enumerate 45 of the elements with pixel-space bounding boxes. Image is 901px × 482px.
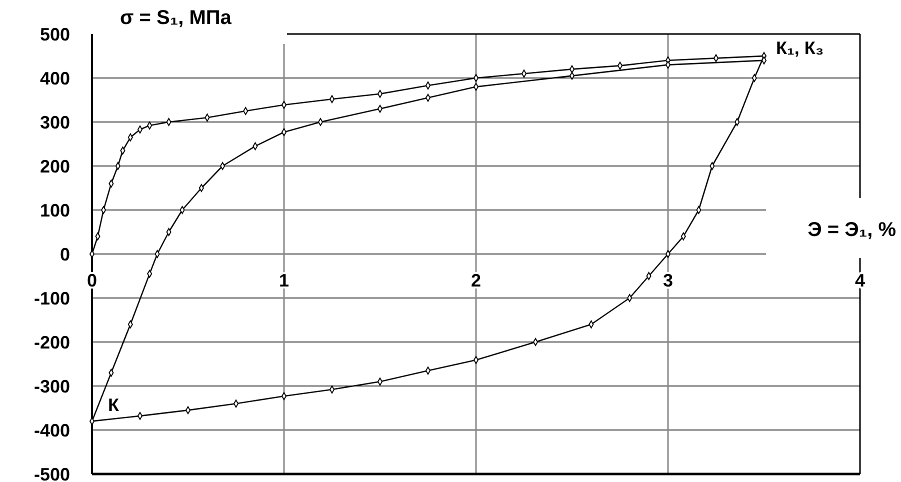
point [473,356,479,364]
x-tick-label: 1 [278,270,290,290]
y-tick-label: -500 [34,464,70,482]
point [137,412,143,420]
y-tick-label: 300 [40,112,70,132]
point [473,82,479,91]
x-tick-label: 3 [662,270,674,290]
point [761,56,767,64]
point [521,70,527,78]
y-tick-label: -100 [34,288,70,308]
point [281,128,287,136]
y-tick-label: 200 [40,156,70,176]
annotation: К₁, К₃ [776,38,824,58]
x-tick-label: 2 [470,270,482,290]
point [281,100,287,109]
point [425,94,431,102]
x-axis-title: Э = Э₁, % [808,219,896,241]
point [473,74,479,82]
y-tick-label: 400 [40,68,70,88]
point [233,400,239,408]
point [329,386,335,394]
y-tick-label: -300 [34,376,70,396]
point [665,60,671,69]
point [137,126,143,134]
point [713,54,719,62]
point [377,378,383,386]
point [377,90,383,98]
annotation: К [108,395,120,416]
y-tick-label: 0 [60,244,70,264]
point [425,82,431,90]
y-tick-label: -200 [34,332,70,352]
point [569,72,575,80]
y-axis-title: σ = S₁, МПа [120,7,232,29]
point [425,366,431,375]
y-tick-label: -400 [34,420,70,440]
point [377,104,383,113]
point [617,62,623,70]
y-tick-label: 500 [40,24,70,44]
point [89,250,95,258]
point [281,392,287,400]
point [329,95,335,104]
point [665,250,671,258]
point [569,65,575,74]
point [185,406,191,414]
y-tick-label: 100 [40,200,70,220]
